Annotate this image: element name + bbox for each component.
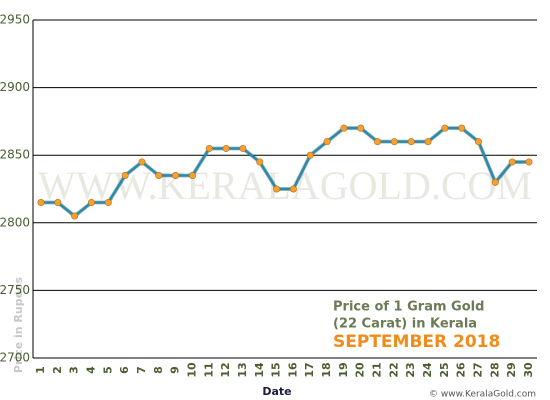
marker bbox=[306, 151, 314, 159]
marker bbox=[475, 138, 483, 146]
annotation: (22 Carat) in Kerala bbox=[333, 317, 477, 332]
x-tick-label: 8 bbox=[152, 366, 165, 374]
footer: © www.KeralaGold.com bbox=[429, 390, 536, 400]
x-tick-label: 14 bbox=[253, 362, 266, 378]
marker bbox=[441, 124, 449, 132]
marker bbox=[87, 199, 95, 207]
x-tick-label: 7 bbox=[135, 366, 148, 374]
marker bbox=[340, 124, 348, 132]
marker bbox=[525, 158, 533, 166]
y-tick-label: 2800 bbox=[0, 215, 30, 229]
marker bbox=[407, 138, 415, 146]
y-axis-label: Price in Rupees bbox=[12, 276, 25, 373]
marker bbox=[374, 138, 382, 146]
x-tick-label: 24 bbox=[421, 362, 434, 378]
x-tick-label: 2 bbox=[51, 366, 64, 374]
marker bbox=[54, 199, 62, 207]
marker bbox=[273, 185, 281, 193]
x-tick-label: 16 bbox=[286, 362, 299, 378]
x-tick-label: 4 bbox=[84, 366, 97, 374]
marker bbox=[138, 158, 146, 166]
x-tick-label: 19 bbox=[337, 362, 350, 377]
x-tick-label: 3 bbox=[68, 366, 81, 374]
y-tick-label: 2850 bbox=[0, 148, 30, 162]
x-tick-label: 10 bbox=[185, 362, 198, 378]
x-tick-label: 21 bbox=[371, 362, 384, 377]
marker bbox=[172, 171, 180, 179]
y-tick-label: 2700 bbox=[0, 351, 30, 365]
marker bbox=[289, 185, 297, 193]
marker bbox=[37, 199, 45, 207]
x-tick-label: 26 bbox=[455, 362, 468, 378]
annotation-month: SEPTEMBER 2018 bbox=[333, 332, 500, 352]
marker bbox=[104, 199, 112, 207]
y-tick-label: 2900 bbox=[0, 80, 30, 94]
x-tick-label: 15 bbox=[270, 362, 283, 377]
marker bbox=[424, 138, 432, 146]
marker bbox=[256, 158, 264, 166]
x-tick-label: 18 bbox=[320, 362, 333, 377]
marker bbox=[205, 144, 213, 152]
x-tick-label: 30 bbox=[522, 362, 535, 378]
x-tick-label: 6 bbox=[118, 366, 131, 374]
marker bbox=[71, 212, 79, 220]
x-tick-label: 28 bbox=[488, 362, 501, 377]
x-tick-label: 29 bbox=[505, 362, 518, 377]
marker bbox=[188, 171, 196, 179]
x-tick-label: 20 bbox=[354, 362, 367, 378]
marker bbox=[508, 158, 516, 166]
marker bbox=[222, 144, 230, 152]
x-tick-label: 13 bbox=[236, 362, 249, 377]
x-tick-label: 12 bbox=[219, 362, 232, 377]
x-tick-label: 9 bbox=[169, 366, 182, 374]
x-tick-label: 22 bbox=[387, 362, 400, 377]
marker bbox=[357, 124, 365, 132]
marker bbox=[323, 138, 331, 146]
x-tick-label: 27 bbox=[472, 362, 485, 377]
watermark: WWW.KERALAGOLD.COM bbox=[38, 163, 532, 208]
marker bbox=[121, 171, 129, 179]
marker bbox=[491, 178, 499, 186]
x-tick-label: 17 bbox=[303, 362, 316, 377]
marker bbox=[239, 144, 247, 152]
x-tick-label: 1 bbox=[34, 366, 47, 374]
x-tick-label: 5 bbox=[101, 366, 114, 374]
x-tick-label: 11 bbox=[202, 362, 215, 377]
x-axis-label: Date bbox=[262, 385, 291, 398]
y-tick-label: 2950 bbox=[0, 13, 30, 27]
x-tick-label: 23 bbox=[404, 362, 417, 377]
x-tick-label: 25 bbox=[438, 362, 451, 377]
y-tick-label: 2750 bbox=[0, 283, 30, 297]
marker bbox=[390, 138, 398, 146]
annotation: Price of 1 Gram Gold bbox=[333, 300, 484, 315]
marker bbox=[155, 171, 163, 179]
marker bbox=[458, 124, 466, 132]
